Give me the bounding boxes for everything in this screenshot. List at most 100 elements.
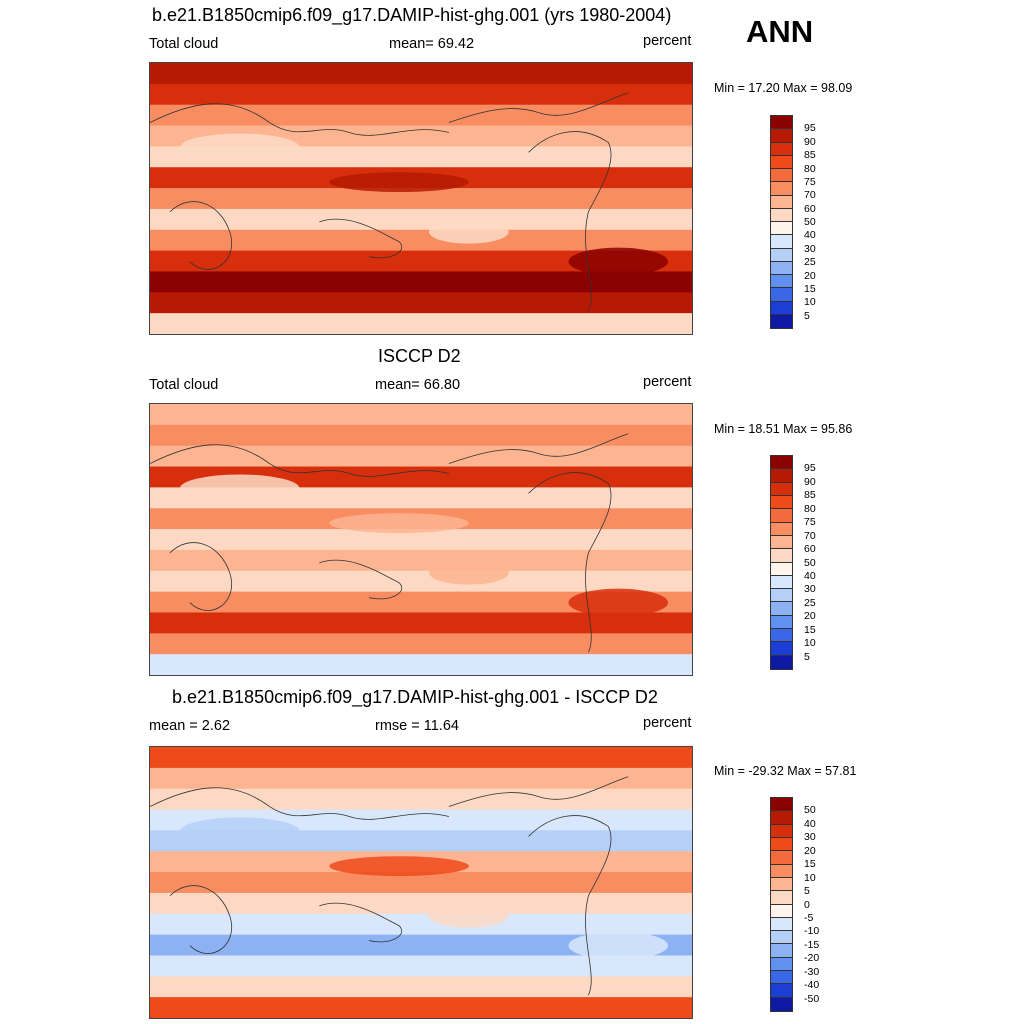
contour-band	[150, 549, 692, 572]
contour-band	[150, 445, 692, 468]
colorbar-tick-label: 40	[804, 817, 816, 830]
contour-band	[150, 892, 692, 915]
colorbar-swatch	[771, 129, 792, 143]
contour-band	[150, 570, 692, 593]
colorbar-swatch	[771, 314, 792, 328]
colorbar-tick-label: 20	[804, 610, 816, 623]
colorbar-swatch	[771, 971, 792, 985]
colorbar-swatch	[771, 562, 792, 576]
colorbar-swatch	[771, 629, 792, 643]
colorbar-swatch	[771, 116, 792, 130]
panel-2-title: ISCCP D2	[378, 346, 461, 366]
contour-blob	[428, 560, 509, 585]
contour-blob	[428, 219, 509, 244]
colorbar-tick-label: 20	[804, 269, 816, 282]
panel-3-rmse-label: rmse = 11.64	[375, 718, 459, 734]
colorbar-tick-label: 90	[804, 135, 816, 148]
colorbar-swatch	[771, 456, 792, 470]
contour-blob	[329, 172, 469, 193]
colorbar-swatch	[771, 549, 792, 563]
colorbar-tick-label: -30	[804, 965, 820, 978]
colorbar-swatch	[771, 655, 792, 669]
colorbar-swatch	[771, 248, 792, 262]
colorbar-tick-label: -40	[804, 979, 820, 992]
colorbar-tick-label: 50	[804, 556, 816, 569]
colorbar-tick-label: 95	[804, 462, 816, 475]
contour-band	[150, 767, 692, 790]
contour-blob	[329, 856, 469, 877]
colorbar-swatch	[771, 482, 792, 496]
panel-1-variable-label: Total cloud	[149, 36, 219, 52]
contour-band	[150, 955, 692, 978]
contour-band	[150, 208, 692, 231]
colorbar-tick-label: 30	[804, 831, 816, 844]
colorbar-swatch	[771, 984, 792, 998]
colorbar-swatch	[771, 837, 792, 852]
panel-2-units-label: percent	[643, 374, 692, 390]
contour-band	[150, 271, 692, 294]
panel-1-units-label: percent	[643, 33, 692, 49]
colorbar-tick-label: -50	[804, 992, 820, 1005]
colorbar-swatch	[771, 851, 792, 865]
colorbar-swatch	[771, 824, 792, 838]
contour-blob	[179, 817, 300, 846]
colorbar-tick-label: 5	[804, 650, 810, 663]
colorbar-swatch	[771, 864, 792, 878]
contour-band	[150, 83, 692, 106]
colorbar-swatch	[771, 602, 792, 616]
contour-band	[150, 104, 692, 127]
colorbar-swatch	[771, 261, 792, 275]
contour-band	[150, 404, 692, 426]
panel-1-contour-plot	[150, 63, 692, 334]
contour-band	[150, 612, 692, 635]
colorbar-swatch	[771, 811, 792, 825]
colorbar-tick-label: 5	[804, 885, 810, 898]
colorbar-tick-label: 75	[804, 175, 816, 188]
panel-1-title: b.e21.B1850cmip6.f09_g17.DAMIP-hist-ghg.…	[152, 5, 672, 25]
panel-3-title: b.e21.B1850cmip6.f09_g17.DAMIP-hist-ghg.…	[172, 687, 658, 707]
colorbar-swatch	[771, 155, 792, 169]
colorbar-swatch	[771, 575, 792, 590]
contour-blob	[179, 133, 300, 162]
colorbar-swatch	[771, 642, 792, 656]
colorbar-tick-label: 25	[804, 596, 816, 609]
panel-2-contour-plot	[150, 404, 692, 675]
panel-2-variable-label: Total cloud	[149, 377, 219, 393]
colorbar-swatch	[771, 495, 792, 510]
colorbar-tick-label: 30	[804, 583, 816, 596]
colorbar-swatch	[771, 235, 792, 249]
panel-2-colorbar	[770, 455, 793, 670]
panel-2-mean-label: mean= 66.80	[375, 377, 461, 393]
colorbar-tick-label: 10	[804, 296, 816, 309]
colorbar-swatch	[771, 957, 792, 972]
panel-1-min-max: Min = 17.20 Max = 98.09	[714, 81, 853, 95]
colorbar-swatch	[771, 535, 792, 550]
colorbar-tick-label: 10	[804, 871, 816, 884]
contour-band	[150, 747, 692, 769]
colorbar-tick-label: 15	[804, 282, 816, 295]
colorbar-tick-label: 60	[804, 543, 816, 556]
colorbar-tick-label: 20	[804, 844, 816, 857]
colorbar-swatch	[771, 195, 792, 209]
contour-band	[150, 313, 692, 334]
colorbar-swatch	[771, 208, 792, 222]
colorbar-tick-label: 15	[804, 858, 816, 871]
colorbar-tick-label: 75	[804, 516, 816, 529]
colorbar-swatch	[771, 589, 792, 603]
panel-2-min-max: Min = 18.51 Max = 95.86	[714, 422, 853, 436]
panel-1-map	[149, 62, 693, 335]
colorbar-swatch	[771, 931, 792, 945]
colorbar-swatch	[771, 509, 792, 523]
colorbar-swatch	[771, 522, 792, 536]
contour-band	[150, 976, 692, 999]
colorbar-swatch	[771, 917, 792, 932]
contour-blob	[568, 931, 669, 960]
contour-band	[150, 229, 692, 252]
contour-band	[150, 591, 692, 614]
colorbar-tick-label: -15	[804, 938, 820, 951]
contour-band	[150, 250, 692, 273]
panel-2-coastlines	[150, 433, 629, 653]
contour-blob	[179, 474, 300, 503]
colorbar-swatch	[771, 301, 792, 315]
contour-band	[150, 424, 692, 447]
